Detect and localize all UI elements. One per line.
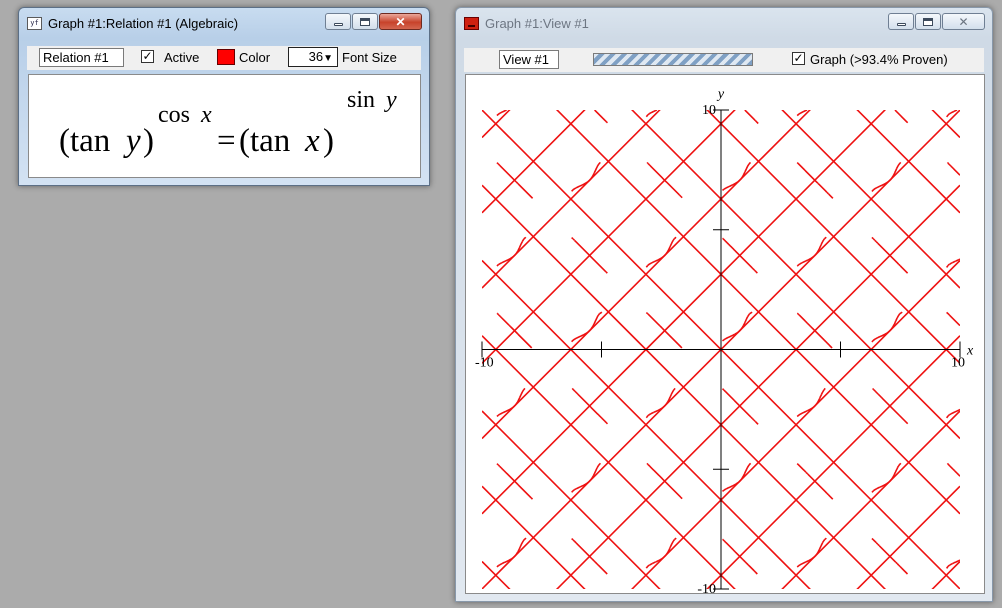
close-button[interactable]: ✕ [379,13,422,30]
relation-titlebar[interactable]: yf Graph #1:Relation #1 (Algebraic) ✕ [19,8,429,38]
close-button[interactable]: ✕ [942,13,985,30]
diagonal-line [856,110,960,214]
active-label: Active [164,50,200,65]
equation-area[interactable]: (tan y ) cos x = (tan x ) sin y [28,74,421,178]
diagonal-line [856,485,960,589]
minimize-button[interactable] [888,13,914,30]
diagonal-line [781,110,960,289]
close-icon: ✕ [958,14,969,29]
view-window-title: Graph #1:View #1 [485,16,589,31]
y-axis-label: y [716,87,725,102]
relation-window: yf Graph #1:Relation #1 (Algebraic) ✕ Re… [18,7,430,186]
x-max-label: 10 [951,356,965,371]
equation: (tan y ) cos x = (tan x ) sin y [29,75,420,177]
maximize-icon [360,17,370,26]
maximize-button[interactable] [915,13,941,30]
graph-canvas[interactable]: x y -10 10 10 -10 [465,74,985,597]
view-titlebar[interactable]: Graph #1:View #1 ✕ [456,8,992,38]
relation-curve [496,110,960,575]
eq-rhs-open: (tan [239,123,291,159]
eq-rhs-var: x [305,123,320,159]
font-size-label: Font Size [342,50,397,65]
view-toolbar: View #1 ✓ Graph (>93.4% Proven) [464,48,984,72]
x-min-label: -10 [475,356,494,371]
diagonal-line [482,410,661,589]
eq-equals: = [217,123,236,159]
eq-lhs-exp-fn: cos [158,102,190,128]
active-checkbox[interactable]: ✓ [141,49,154,63]
view-window: Graph #1:View #1 ✕ View #1 ✓ Graph (>93.… [455,7,993,602]
relation-caption-buttons: ✕ [324,13,422,30]
relation-toolbar: Relation #1 ✓ Active Color 36▼ Font Size [27,46,421,70]
view-name-field[interactable]: View #1 [499,50,559,69]
diagonal-line [482,110,661,289]
graph-proven-label: Graph (>93.4% Proven) [810,52,948,67]
relation-app-icon[interactable]: yf [27,17,42,30]
graph-checkbox[interactable]: ✓ [792,51,805,65]
minimize-icon [896,22,906,26]
relation-curve-path [496,110,960,575]
eq-lhs-exp-var: x [201,102,212,128]
eq-lhs-open: (tan [59,123,111,159]
y-min-label: -10 [697,582,716,593]
eq-lhs-var: y [126,123,141,159]
maximize-icon [923,17,933,26]
x-axis-label: x [966,344,974,359]
graph-app-icon[interactable] [464,17,479,30]
eq-lhs-close: ) [143,123,154,159]
graph-plot: x y -10 10 10 -10 [475,87,974,597]
diagonal-line [781,410,960,589]
minimize-icon [333,22,343,26]
y-max-label: 10 [702,103,716,118]
close-icon: ✕ [395,14,406,29]
relation-name-field[interactable]: Relation #1 [39,48,124,67]
eq-rhs-exp-var: y [386,87,397,113]
minimize-button[interactable] [325,13,351,30]
proof-progress-bar [593,53,753,66]
color-swatch-button[interactable] [217,49,235,65]
eq-rhs-close: ) [323,123,334,159]
eq-rhs-exp-fn: sin [347,87,376,113]
view-caption-buttons: ✕ [887,13,985,30]
font-size-select[interactable]: 36▼ [288,47,338,67]
font-size-value: 36 [308,49,324,64]
diagonal-line [482,110,586,214]
relation-window-title: Graph #1:Relation #1 (Algebraic) [48,16,239,31]
chevron-down-icon: ▼ [323,53,333,64]
maximize-button[interactable] [352,13,378,30]
diagonal-line [482,485,586,589]
color-label: Color [239,50,271,65]
